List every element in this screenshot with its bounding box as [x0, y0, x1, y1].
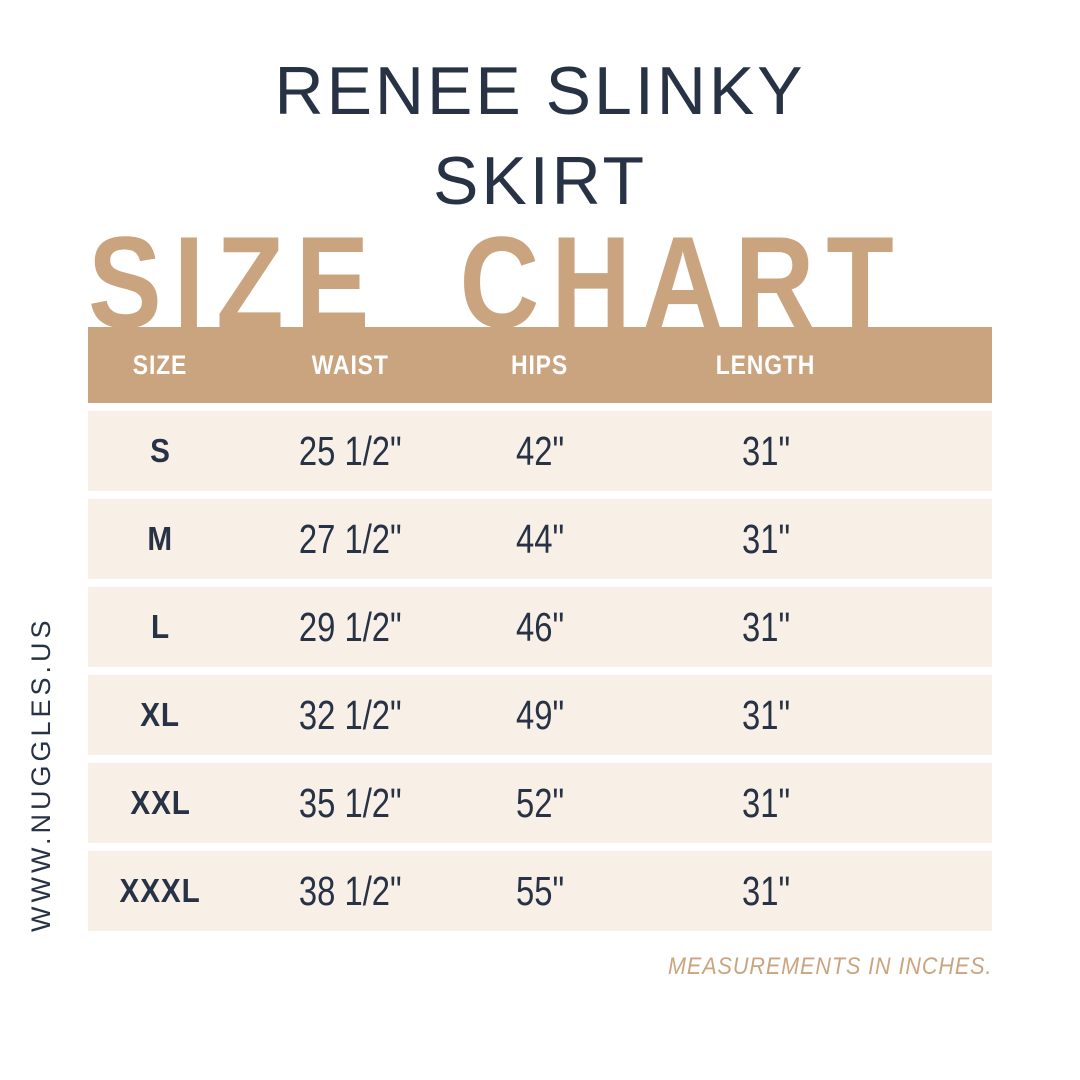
measurements-note: MEASUREMENTS IN INCHES.	[667, 953, 992, 981]
cell-waist: 35 1/2"	[298, 779, 402, 826]
size-table-body: S 25 1/2" 42" 31" M 27 1/2"	[0, 411, 1080, 932]
table-header-row: SIZE WAIST HIPS LENGTH	[88, 327, 992, 404]
cell-waist: 29 1/2"	[298, 603, 402, 650]
cell-hips: 44"	[515, 515, 565, 562]
cell-size: XXXL	[119, 872, 201, 910]
column-header-waist: WAIST	[311, 349, 389, 380]
column-header-size: SIZE	[133, 349, 188, 380]
cell-hips: 55"	[515, 867, 565, 914]
website-url: WWW.NUGGLES.US	[26, 616, 56, 932]
cell-hips: 46"	[515, 603, 565, 650]
table-row: S 25 1/2" 42" 31"	[88, 411, 992, 492]
cell-size: S	[149, 432, 171, 470]
table-row: XXXL 38 1/2" 55" 31"	[88, 851, 992, 932]
cell-size: XL	[140, 696, 181, 734]
cell-hips: 52"	[515, 779, 565, 826]
product-title-line2: SKIRT	[432, 143, 648, 219]
cell-waist: 38 1/2"	[298, 867, 402, 914]
table-row: L 29 1/2" 46" 31"	[88, 587, 992, 668]
cell-length: 31"	[741, 867, 791, 914]
table-row: XL 32 1/2" 49" 31"	[88, 675, 992, 756]
column-header-length: LENGTH	[716, 349, 816, 380]
cell-waist: 25 1/2"	[298, 427, 402, 474]
cell-waist: 27 1/2"	[298, 515, 402, 562]
cell-length: 31"	[741, 427, 791, 474]
column-header-hips: HIPS	[511, 349, 569, 380]
product-title: RENEE SLINKY SKIRT	[0, 0, 1080, 226]
cell-length: 31"	[741, 515, 791, 562]
cell-hips: 49"	[515, 691, 565, 738]
cell-length: 31"	[741, 603, 791, 650]
table-row: M 27 1/2" 44" 31"	[88, 499, 992, 580]
cell-hips: 42"	[515, 427, 565, 474]
cell-size: L	[150, 608, 170, 646]
product-title-line1: RENEE SLINKY	[274, 53, 806, 129]
cell-length: 31"	[741, 691, 791, 738]
size-chart-heading: SIZE CHART	[88, 209, 906, 355]
cell-waist: 32 1/2"	[298, 691, 402, 738]
cell-length: 31"	[741, 779, 791, 826]
cell-size: M	[147, 520, 174, 558]
table-row: XXL 35 1/2" 52" 31"	[88, 763, 992, 844]
cell-size: XXL	[130, 784, 191, 822]
